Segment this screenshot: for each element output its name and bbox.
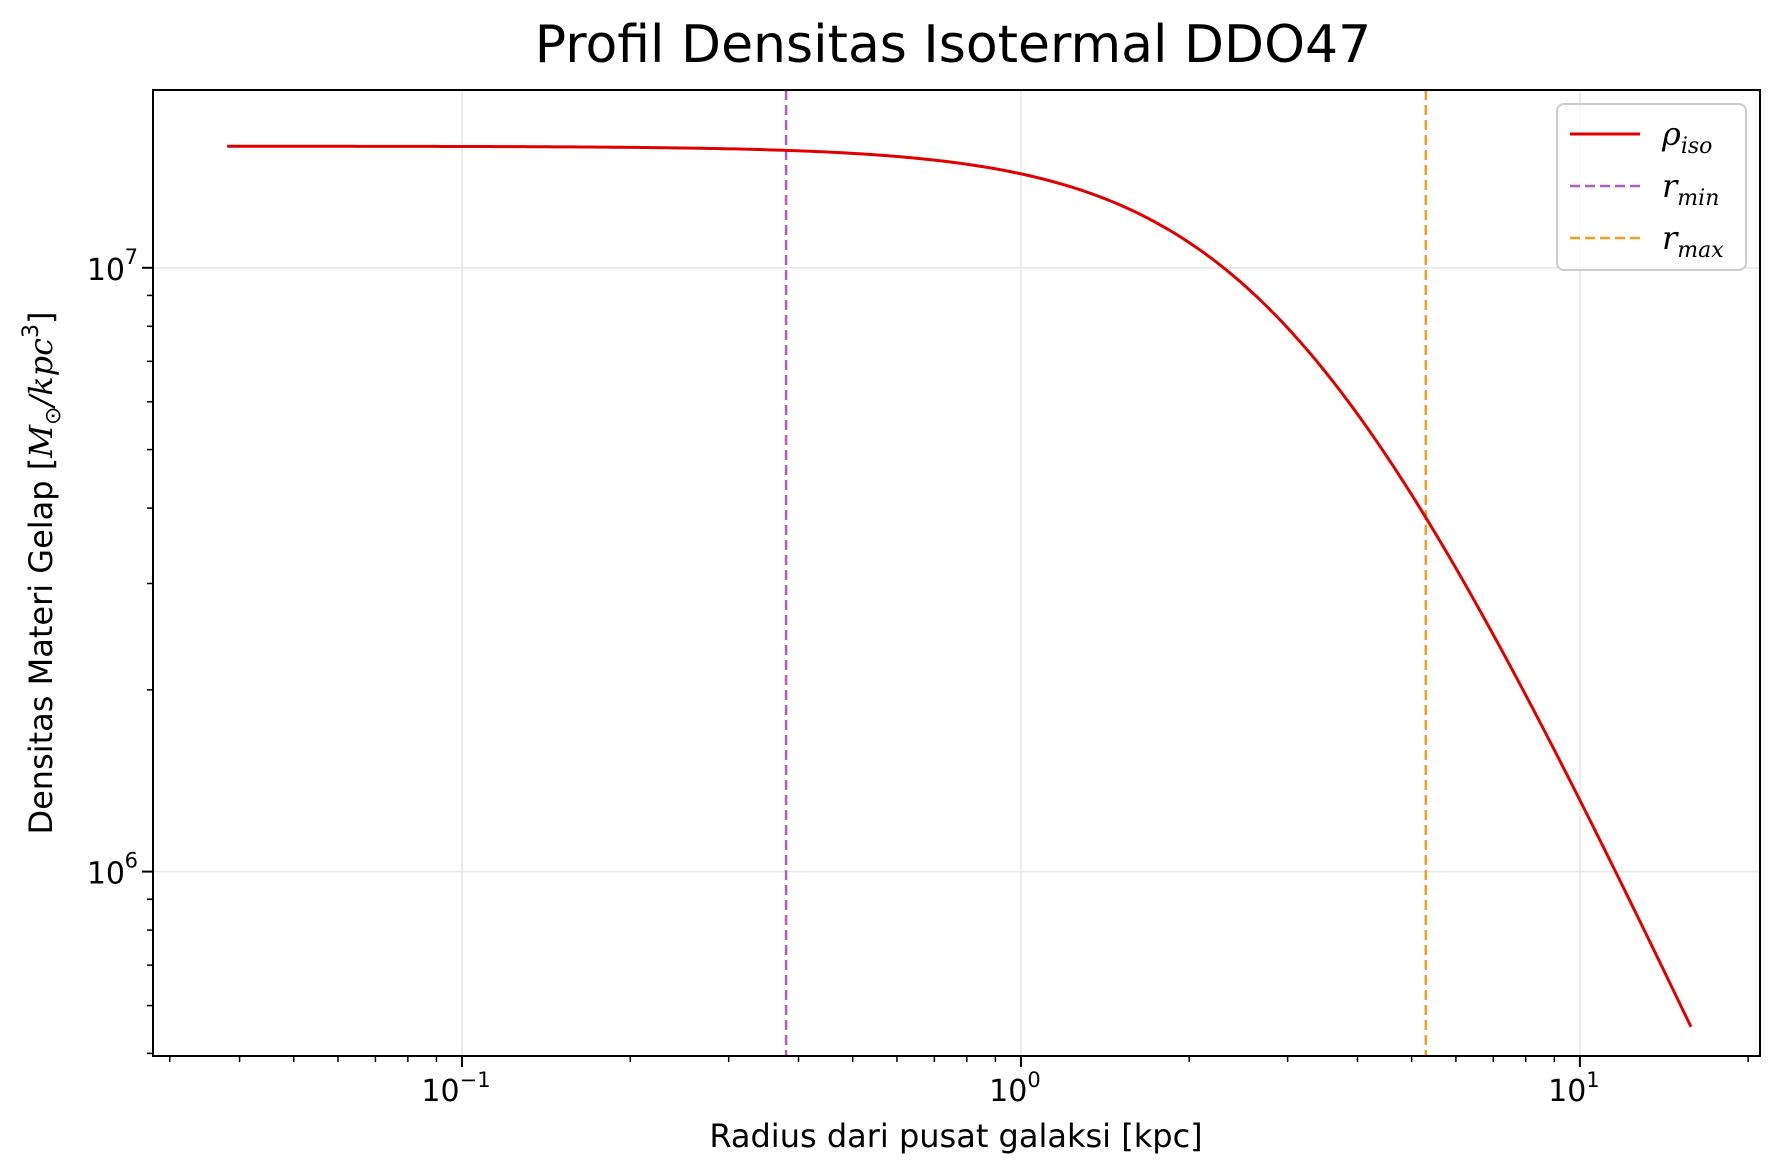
x-tick-label: 101 (1548, 1068, 1600, 1109)
y-axis-label-mass: M (22, 424, 60, 459)
y-axis-label-sun: ⊙ (41, 407, 66, 425)
reference-lines (784, 90, 1428, 1056)
legend-label: rmax (1662, 219, 1724, 263)
plot-area (153, 90, 1760, 1056)
y-axis-label-pow: 3 (19, 324, 44, 338)
legend-box (1556, 103, 1747, 271)
data-series (227, 144, 1693, 1028)
y-axis-label-suffix: ] (22, 311, 60, 323)
x-axis-label: Radius dari pusat galaksi [kpc] (709, 1117, 1202, 1155)
legend-entry-r-max: rmax (1570, 219, 1724, 263)
legend-entry-r-min: rmin (1570, 167, 1719, 211)
y-axis-label-prefix: Densitas Materi Gelap [ (22, 458, 60, 835)
y-axis-label-rest: /kpc (22, 338, 60, 410)
chart-title: Profil Densitas Isotermal DDO47 (535, 15, 1371, 75)
y-tick-label: 10 (87, 857, 125, 892)
legend: ρiso rmin rmax (1556, 103, 1747, 271)
y-tick-label: 10 (87, 253, 125, 288)
series-line-rho-iso (227, 144, 1693, 1028)
plot-frame (152, 89, 1761, 1057)
legend-entry-rho-iso: ρiso (1570, 115, 1712, 159)
svg-text:Densitas Materi Gelap [M⊙/kpc3: Densitas Materi Gelap [M⊙/kpc3] (19, 311, 66, 834)
x-axis-ticks: 10−1 100 101 (168, 1056, 1749, 1109)
y-tick-exponent: 6 (125, 849, 138, 873)
x-tick-label: 100 (989, 1068, 1041, 1109)
y-axis-label: Densitas Materi Gelap [M⊙/kpc3] (19, 311, 66, 834)
legend-label: ρiso (1661, 115, 1712, 159)
y-tick-exponent: 7 (125, 245, 138, 269)
x-tick-label: 10−1 (421, 1068, 490, 1109)
legend-label: rmin (1662, 167, 1719, 211)
